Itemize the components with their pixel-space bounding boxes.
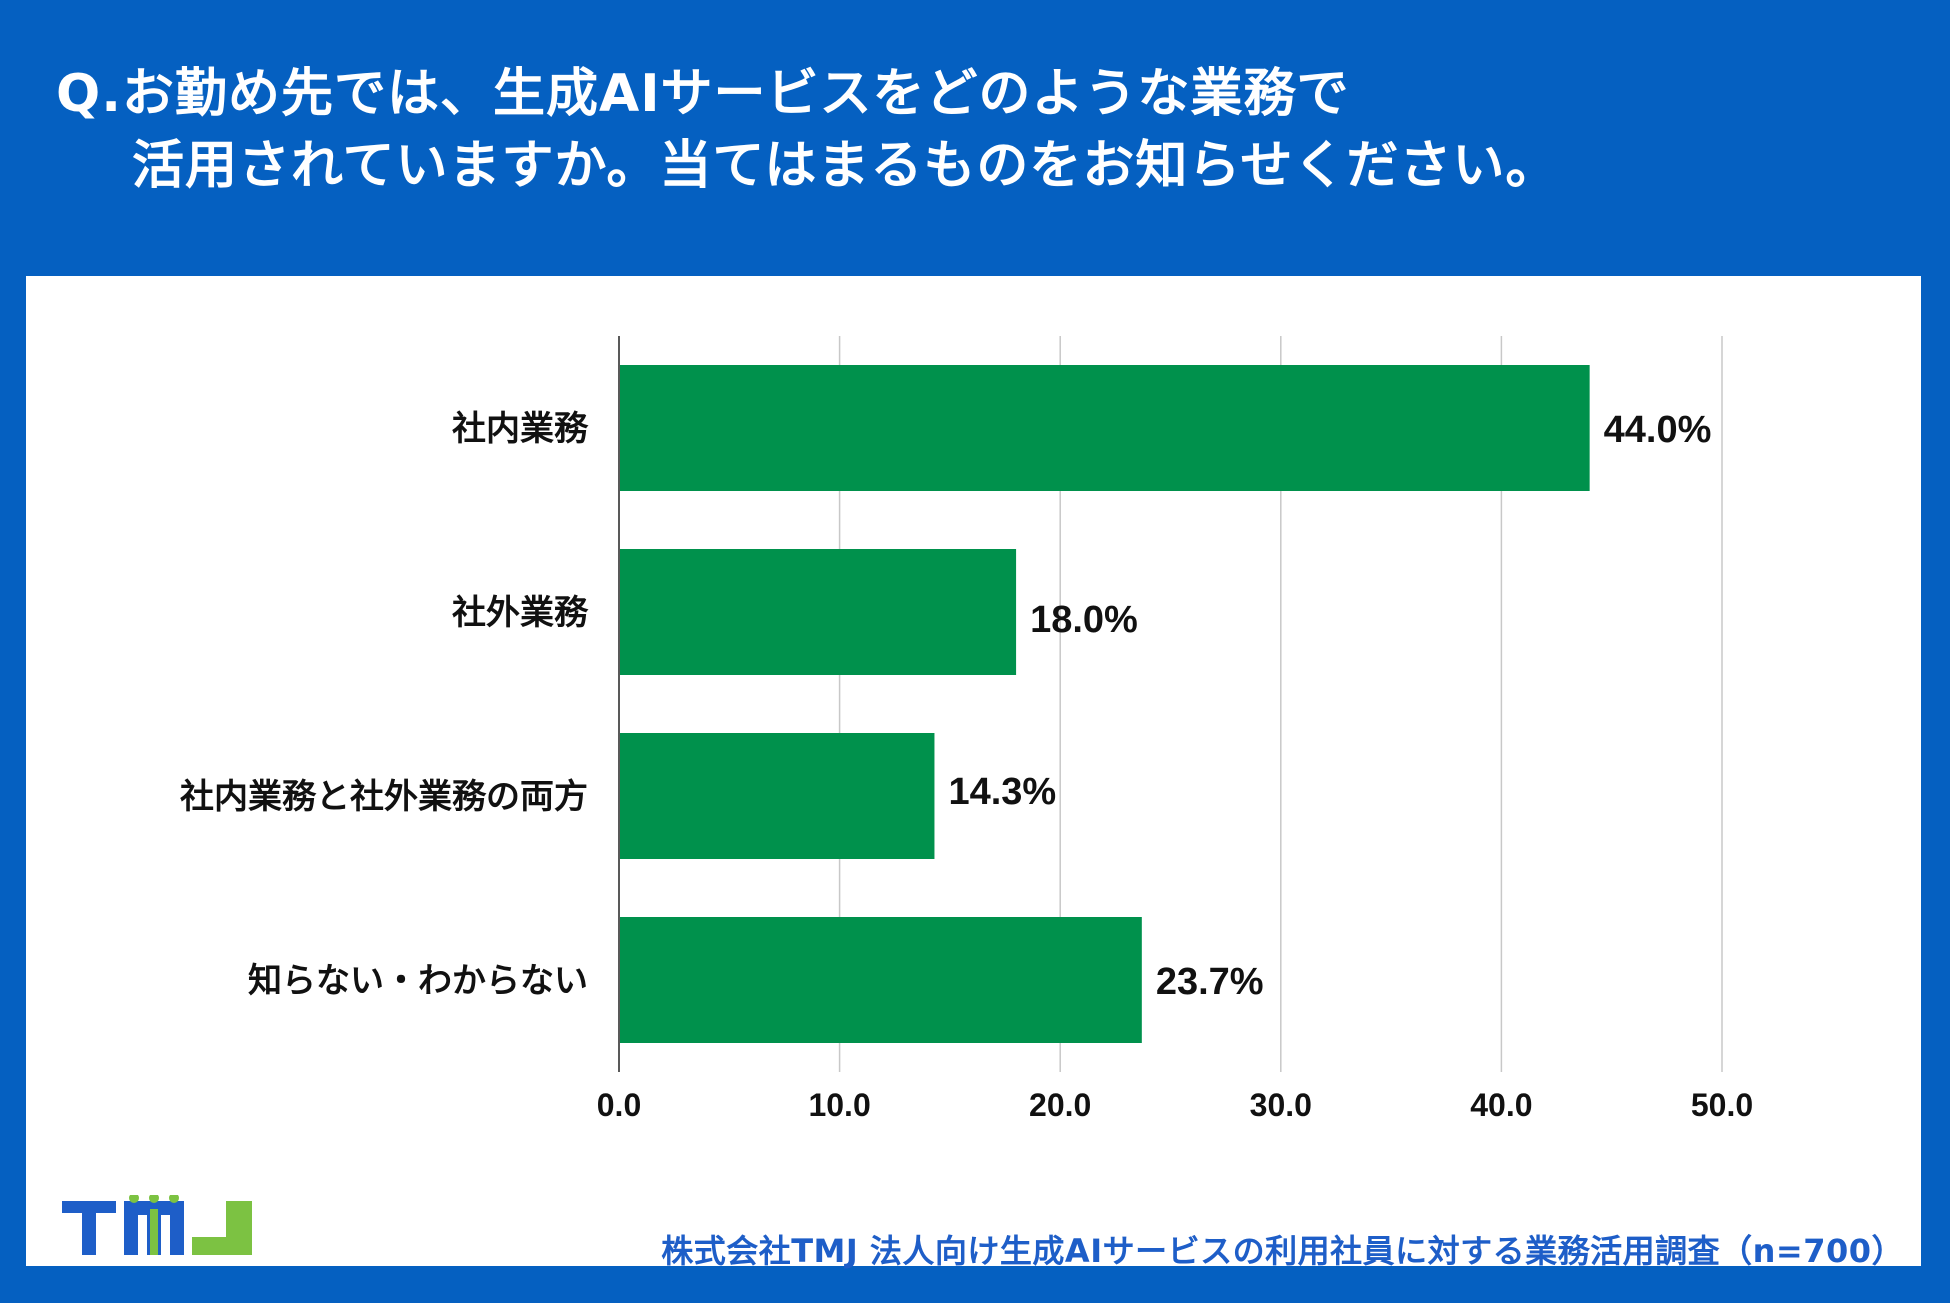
x-tick-label-20: 20.0: [1029, 1087, 1091, 1123]
chart-panel: 社内業務 44.0% 社外業務 18.0% 社内業務と社外業務の両方 14.3% 知らない・…: [26, 276, 1921, 1266]
value-label-3: 23.7%: [1156, 961, 1264, 1003]
category-label-2: 社内業務と社外業務の両方: [180, 778, 588, 816]
bar-2: [619, 733, 935, 859]
question-title-line-2: 活用されていますか。当てはまるものをお知らせください。: [132, 136, 1559, 196]
bar-chart: 社内業務 44.0% 社外業務 18.0% 社内業務と社外業務の両方 14.3% 知らない・…: [180, 336, 1753, 1123]
x-tick-label-40: 40.0: [1470, 1087, 1532, 1123]
source-note: 株式会社TMJ 法人向け生成AIサービスの利用社員に対する業務活用調査（n=70…: [661, 1232, 1904, 1270]
bar-1: [619, 549, 1017, 675]
category-label-3: 知らない・わからない: [248, 962, 588, 1000]
x-tick-label-30: 30.0: [1250, 1087, 1312, 1123]
category-label-0: 社内業務: [452, 410, 589, 448]
category-label-1: 社外業務: [452, 594, 589, 632]
bar-0: [619, 365, 1590, 491]
x-tick-label-50: 50.0: [1691, 1087, 1753, 1123]
value-label-2: 14.3%: [948, 771, 1056, 813]
value-label-0: 44.0%: [1604, 409, 1712, 451]
bar-3: [619, 917, 1142, 1043]
value-label-1: 18.0%: [1030, 599, 1138, 641]
tmj-logo: [62, 1195, 262, 1257]
question-title-line-1: Q.お勤め先では、生成AIサービスをどのような業務で: [56, 64, 1350, 124]
x-tick-label-0: 0.0: [597, 1087, 641, 1123]
x-tick-label-10: 10.0: [808, 1087, 870, 1123]
